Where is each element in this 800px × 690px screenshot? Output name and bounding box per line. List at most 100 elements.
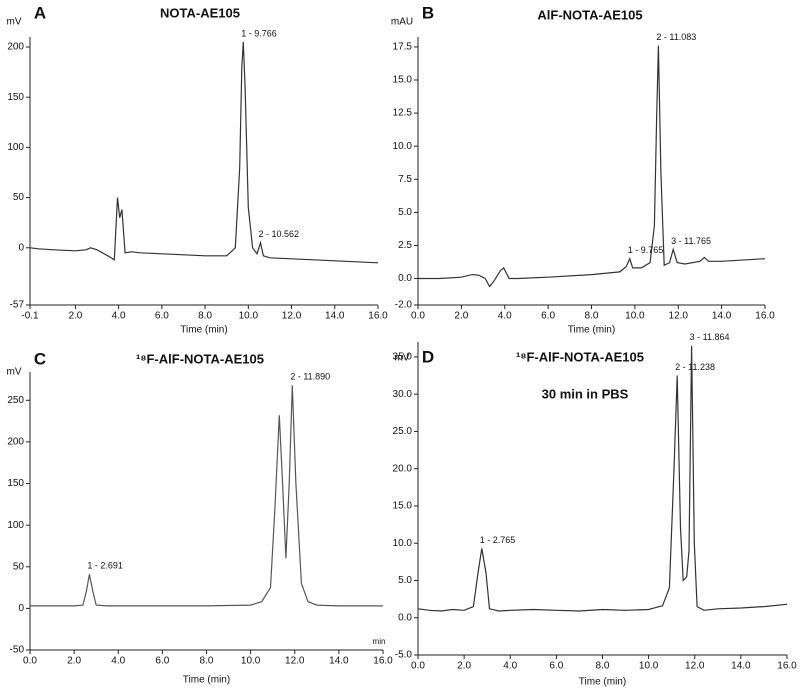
peak-label: 2 - 11.083 (656, 32, 696, 42)
x-tick-label: 12.0 (669, 311, 689, 322)
chromatogram-trace (29, 41, 379, 264)
y-tick-label: 35.0 (393, 352, 413, 363)
y-tick-label: 200 (7, 42, 24, 53)
x-tick-label: 4.0 (111, 656, 125, 667)
y-tick-label: 10.0 (393, 141, 413, 152)
x-axis-label: Time (min) (568, 325, 615, 336)
y-tick-label: 0.0 (398, 612, 412, 623)
y-tick-label: 12.5 (393, 108, 413, 119)
y-tick-label: 100 (7, 142, 24, 153)
x-unit-label: min (373, 637, 386, 646)
x-tick-label: 16.0 (368, 311, 388, 322)
y-tick-label: 250 (7, 395, 24, 406)
x-tick-label: 6.0 (155, 311, 169, 322)
x-tick-label: 4.0 (503, 661, 517, 672)
y-tick-label: 150 (7, 92, 24, 103)
x-tick-label: 8.0 (200, 656, 214, 667)
peak-label: 3 - 11.864 (690, 332, 730, 342)
y-tick-label: 15.0 (393, 501, 413, 512)
y-tick-label: -57 (10, 300, 25, 311)
x-tick-label: 14.0 (712, 311, 732, 322)
panel-subtitle: 30 min in PBS (542, 386, 629, 401)
y-axis-label: mV (7, 17, 22, 28)
x-tick-label: 16.0 (777, 661, 797, 672)
y-tick-label: 2.5 (398, 240, 412, 251)
x-tick-label: 8.0 (596, 661, 610, 672)
chromatogram-trace (417, 345, 788, 612)
peak-label: 1 - 2.765 (480, 535, 516, 545)
x-tick-label: 6.0 (155, 656, 169, 667)
panel-letter: C (34, 349, 46, 368)
x-tick-label: 2.0 (67, 656, 81, 667)
y-tick-label: 7.5 (398, 174, 412, 185)
peak-label: 3 - 11.765 (671, 236, 711, 246)
y-tick-label: 25.0 (393, 426, 413, 437)
x-tick-label: 2.0 (457, 661, 471, 672)
chromatogram-trace (418, 45, 766, 288)
x-axis-label: Time (min) (579, 677, 626, 688)
y-tick-label: 50 (13, 192, 25, 203)
y-axis-label: mV (7, 367, 22, 378)
y-tick-label: 5.0 (398, 207, 412, 218)
y-tick-label: -5.0 (395, 650, 413, 661)
x-tick-label: 10.0 (241, 656, 261, 667)
x-tick-label: -0.1 (21, 311, 39, 322)
y-axis-label: mAU (391, 17, 413, 28)
x-tick-label: 8.0 (198, 311, 212, 322)
peak-label: 2 - 11.238 (675, 362, 715, 372)
y-tick-label: 200 (7, 437, 24, 448)
x-tick-label: 2.0 (68, 311, 82, 322)
y-tick-label: 0.0 (398, 273, 412, 284)
x-tick-label: 4.0 (112, 311, 126, 322)
x-tick-label: 0.0 (411, 661, 425, 672)
y-tick-label: 20.0 (393, 463, 413, 474)
x-tick-label: 12.0 (282, 311, 302, 322)
peak-label: 1 - 9.765 (628, 245, 664, 255)
panel-title: ¹⁸F-AlF-NOTA-AE105 (516, 349, 644, 364)
y-tick-label: 0 (18, 603, 24, 614)
chromatogram-trace (30, 385, 383, 607)
x-tick-label: 10.0 (625, 311, 645, 322)
peak-label: 2 - 11.890 (290, 372, 330, 382)
x-tick-label: 6.0 (541, 311, 555, 322)
panel-letter: A (34, 3, 46, 22)
peak-label: 1 - 2.691 (87, 561, 123, 571)
x-axis-label: Time (min) (180, 325, 227, 336)
y-tick-label: 15.0 (393, 75, 413, 86)
x-axis-label: Time (min) (183, 675, 230, 686)
panel-letter: B (422, 3, 434, 22)
x-tick-label: 10.0 (239, 311, 259, 322)
y-tick-label: 5.0 (398, 575, 412, 586)
x-tick-label: 14.0 (329, 656, 349, 667)
x-tick-label: 10.0 (639, 661, 659, 672)
x-tick-label: 14.0 (731, 661, 751, 672)
x-tick-label: 12.0 (285, 656, 305, 667)
peak-label: 1 - 9.766 (241, 28, 277, 38)
y-tick-label: 100 (7, 520, 24, 531)
y-tick-label: -2.0 (395, 300, 413, 311)
y-tick-label: -50 (10, 645, 25, 656)
x-tick-label: 16.0 (373, 656, 393, 667)
y-tick-label: 17.5 (393, 42, 413, 53)
x-tick-label: 4.0 (498, 311, 512, 322)
peak-label: 2 - 10.562 (258, 229, 299, 239)
x-tick-label: 6.0 (549, 661, 563, 672)
x-tick-label: 0.0 (411, 311, 425, 322)
panel-letter: D (422, 347, 434, 366)
y-tick-label: 30.0 (393, 389, 413, 400)
panel-title: AlF-NOTA-AE105 (537, 7, 642, 22)
panel-title: ¹⁸F-AlF-NOTA-AE105 (136, 351, 264, 366)
x-tick-label: 8.0 (585, 311, 599, 322)
x-tick-label: 2.0 (454, 311, 468, 322)
y-tick-label: 10.0 (393, 538, 413, 549)
y-tick-label: 50 (13, 561, 25, 572)
x-tick-label: 12.0 (685, 661, 705, 672)
panel-title: NOTA-AE105 (160, 5, 240, 20)
x-tick-label: 14.0 (325, 311, 345, 322)
y-tick-label: 0 (18, 242, 24, 253)
x-tick-label: 16.0 (755, 311, 775, 322)
y-axis-label: mV (395, 353, 410, 364)
y-tick-label: 150 (7, 478, 24, 489)
x-tick-label: 0.0 (23, 656, 37, 667)
